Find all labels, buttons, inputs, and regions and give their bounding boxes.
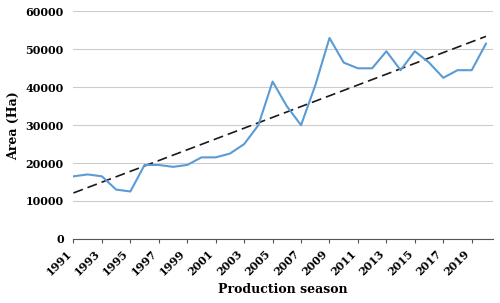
Y-axis label: Area (Ha): Area (Ha) [7,91,20,159]
X-axis label: Production season: Production season [218,283,348,296]
